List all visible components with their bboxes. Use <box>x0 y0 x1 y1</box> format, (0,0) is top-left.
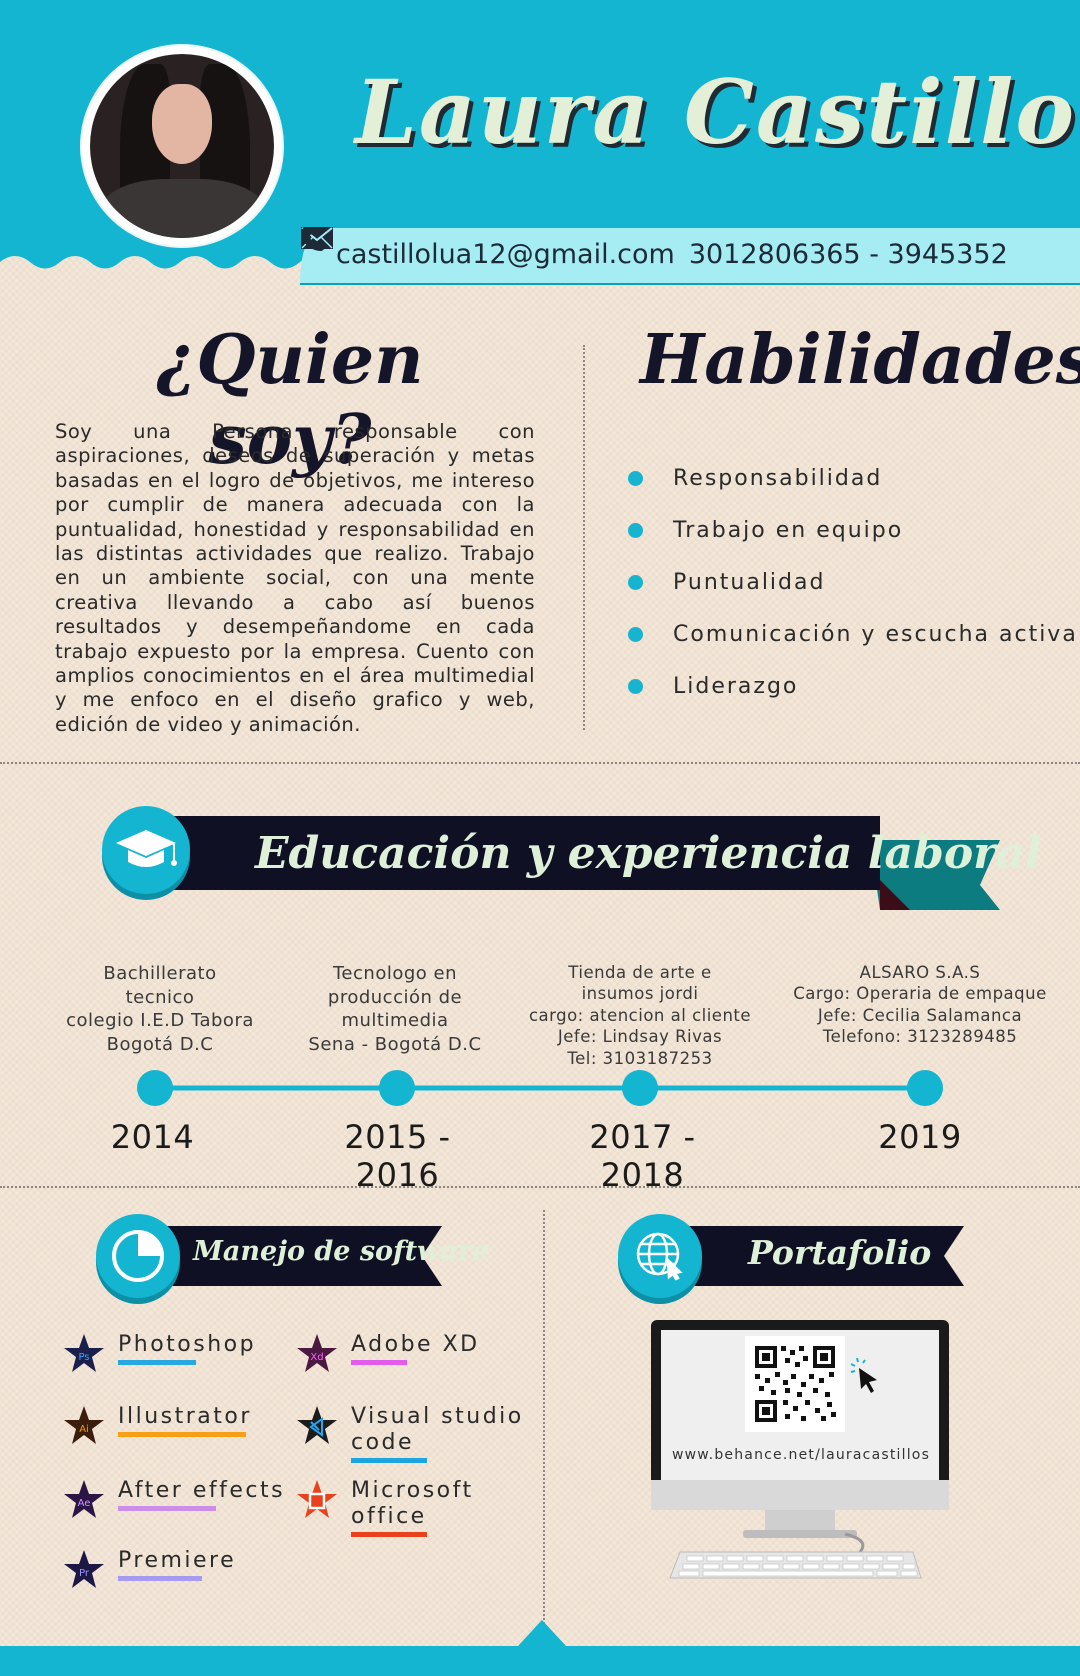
avatar <box>90 54 274 238</box>
software-ribbon <box>96 1214 442 1304</box>
timeline-node <box>622 1070 658 1106</box>
phone-text: 3012806365 - 3945352 <box>688 238 1008 270</box>
software-underline <box>118 1432 246 1437</box>
photoshop-icon: Ps <box>64 1334 104 1372</box>
cursor-icon <box>850 1357 877 1393</box>
education-title: Educación y experiencia laboral <box>255 828 1042 879</box>
software-underline <box>118 1576 202 1581</box>
phone-icon <box>301 228 324 251</box>
timeline-node <box>907 1070 943 1106</box>
qr-code-icon[interactable] <box>755 1346 836 1422</box>
software-item-adobe-xd: Xd Adobe XD <box>295 1332 480 1376</box>
year-label: 2017 - 2018 <box>589 1118 696 1194</box>
svg-text:Ps: Ps <box>78 1352 89 1363</box>
software-underline <box>118 1360 196 1365</box>
list-item: Puntualidad <box>628 556 1078 608</box>
skills-title: Habilidades <box>640 320 1080 400</box>
footer-bar <box>0 1646 1080 1676</box>
illustrator-icon: Ai <box>64 1406 104 1444</box>
footer-arrow <box>518 1620 566 1646</box>
monitor-illustration <box>651 1320 949 1579</box>
list-item: Comunicación y escucha activa <box>628 608 1078 660</box>
about-title: ¿Quien soy? <box>156 320 424 480</box>
timeline <box>137 1070 943 1106</box>
bullet-icon <box>628 470 643 486</box>
list-item: Trabajo en equipo <box>628 504 1078 556</box>
skills-list: Responsabilidad Trabajo en equipo Puntua… <box>628 452 1078 712</box>
premiere-icon: Pr <box>64 1550 104 1588</box>
header-background <box>0 0 1080 285</box>
contact-bar: castillolua12@gmail.com 3012806365 - 394… <box>300 226 1080 282</box>
about-text: Soy una Persona responsable con aspiraci… <box>55 420 535 736</box>
software-underline <box>118 1506 216 1511</box>
software-item-ms-office: Microsoft office <box>295 1478 474 1537</box>
email-item[interactable]: castillolua12@gmail.com <box>301 227 675 270</box>
timeline-node <box>137 1070 173 1106</box>
software-item-after-effects: Ae After effects <box>62 1478 285 1522</box>
year-label: 2015 - 2016 <box>344 1118 451 1194</box>
email-text: castillolua12@gmail.com <box>336 238 675 270</box>
person-name: Laura Castillo S <box>355 60 1080 164</box>
year-label: 2019 <box>878 1118 962 1156</box>
software-item-vscode: Visual studio code <box>295 1404 524 1463</box>
software-item-premiere: Pr Premiere <box>62 1548 236 1592</box>
vertical-divider <box>543 1210 545 1640</box>
graduation-cap-icon <box>116 830 177 867</box>
bullet-icon <box>628 522 643 538</box>
bullet-icon <box>628 626 643 642</box>
education-banner <box>102 806 1000 910</box>
after-effects-icon: Ae <box>64 1480 104 1518</box>
education-entry: Tecnologo en producción de multimedia Se… <box>308 963 482 1055</box>
adobe-xd-icon: Xd <box>297 1334 337 1372</box>
portfolio-link[interactable]: www.behance.net/lauracastillos <box>672 1447 931 1463</box>
experience-entry: ALSARO S.A.S Cargo: Operaria de empaque … <box>793 963 1047 1047</box>
portfolio-ribbon <box>618 1214 964 1304</box>
svg-text:Pr: Pr <box>79 1568 90 1579</box>
software-item-illustrator: Ai Illustrator <box>62 1404 252 1448</box>
bullet-icon <box>628 678 643 694</box>
list-item: Responsabilidad <box>628 452 1078 504</box>
horizontal-divider <box>0 762 1080 764</box>
list-item: Liderazgo <box>628 660 1078 712</box>
svg-text:Xd: Xd <box>310 1352 323 1363</box>
bullet-icon <box>628 574 643 590</box>
experience-entry: Tienda de arte e insumos jordi cargo: at… <box>528 963 752 1068</box>
globe-cursor-icon <box>636 1232 683 1281</box>
software-item-photoshop: Ps Photoshop <box>62 1332 256 1376</box>
horizontal-divider <box>0 1186 1080 1188</box>
software-underline <box>351 1532 427 1537</box>
vertical-divider <box>583 345 585 730</box>
phone-item[interactable]: 3012806365 - 3945352 <box>301 228 1008 270</box>
software-underline <box>351 1458 427 1463</box>
timeline-node <box>379 1070 415 1106</box>
software-title: Manejo de software <box>193 1236 490 1267</box>
portfolio-title: Portafolio <box>748 1233 932 1272</box>
education-entry: Bachillerato tecnico colegio I.E.D Tabor… <box>66 963 254 1055</box>
vscode-icon <box>297 1406 337 1444</box>
pie-chart-icon <box>112 1230 164 1282</box>
header: Laura Castillo S castillolua12@gmail.com… <box>0 0 1080 290</box>
ms-office-icon <box>297 1480 337 1518</box>
svg-text:Ae: Ae <box>78 1498 91 1509</box>
year-label: 2014 <box>110 1118 195 1156</box>
software-underline <box>351 1360 407 1365</box>
svg-text:Ai: Ai <box>79 1424 89 1435</box>
profile-photo <box>82 46 282 246</box>
